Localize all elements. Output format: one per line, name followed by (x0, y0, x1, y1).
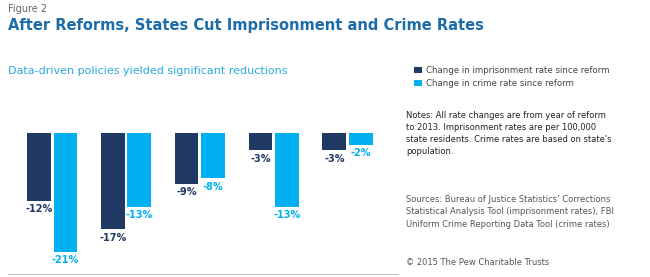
Text: -8%: -8% (203, 182, 224, 192)
Bar (175, 133, 198, 184)
Bar (322, 133, 346, 150)
Text: -2%: -2% (350, 148, 371, 158)
Bar (202, 133, 225, 178)
Bar (349, 133, 372, 145)
Bar (275, 133, 299, 207)
Text: -13%: -13% (125, 210, 153, 220)
Text: -17%: -17% (99, 232, 126, 242)
Text: -3%: -3% (324, 153, 345, 163)
Bar (248, 133, 272, 150)
Legend: Change in imprisonment rate since reform, Change in crime rate since reform: Change in imprisonment rate since reform… (411, 63, 613, 92)
Text: © 2015 The Pew Charitable Trusts: © 2015 The Pew Charitable Trusts (406, 258, 549, 266)
Text: -12%: -12% (25, 204, 53, 214)
Text: -13%: -13% (274, 210, 301, 220)
Text: -3%: -3% (250, 153, 270, 163)
Text: -9%: -9% (176, 187, 197, 198)
Text: After Reforms, States Cut Imprisonment and Crime Rates: After Reforms, States Cut Imprisonment a… (8, 18, 484, 33)
Text: Data-driven policies yielded significant reductions: Data-driven policies yielded significant… (8, 66, 287, 76)
Bar (53, 133, 77, 252)
Text: Figure 2: Figure 2 (8, 4, 47, 14)
Bar (27, 133, 51, 201)
Text: Notes: All rate changes are from year of reform
to 2013. Imprisonment rates are : Notes: All rate changes are from year of… (406, 111, 612, 156)
Text: Sources: Bureau of Justice Statistics’ Corrections
Statistical Analysis Tool (im: Sources: Bureau of Justice Statistics’ C… (406, 195, 614, 229)
Text: -21%: -21% (52, 255, 79, 265)
Bar (101, 133, 125, 229)
Bar (127, 133, 151, 207)
